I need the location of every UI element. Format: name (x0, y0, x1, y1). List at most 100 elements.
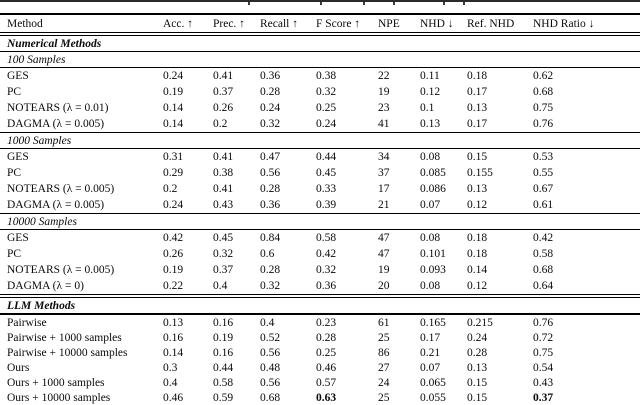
value-cell-ref-nhd: 0.15 (467, 376, 488, 389)
table-row-pc: PC 0.29 0.38 0.56 0.45 37 0.085 0.155 0.55 (0, 165, 640, 181)
value-cell-acc: 0.24 (163, 70, 184, 82)
value-cell-npe: 21 (378, 199, 390, 211)
value-cell-nhd-ratio: 0.76 (533, 316, 554, 329)
value-cell-ref-nhd: 0.17 (467, 86, 488, 98)
method-cell: NOTEARS (λ = 0.005) (7, 264, 115, 276)
value-cell-npe: 25 (378, 391, 390, 404)
value-cell-f-score: 0.33 (316, 183, 337, 195)
value-cell-nhd-ratio: 0.53 (533, 151, 554, 163)
value-cell-prec: 0.4 (213, 280, 228, 292)
value-cell-nhd: 0.085 (420, 167, 446, 179)
col-header-recall: Recall ↑ (260, 17, 298, 30)
value-cell-nhd: 0.055 (420, 391, 446, 404)
section-row-llm-methods: LLM Methods (0, 296, 640, 314)
col-header-f-score: F Score ↑ (316, 17, 361, 30)
value-cell-recall: 0.48 (260, 361, 281, 374)
value-cell-npe: 61 (378, 316, 390, 329)
col-header-ref-nhd: Ref. NHD (467, 17, 515, 30)
table-row-ours-1000-samples: Ours + 1000 samples 0.4 0.58 0.56 0.57 24 0.06… (0, 375, 640, 390)
value-cell-npe: 37 (378, 167, 390, 179)
value-cell-prec: 0.26 (213, 102, 234, 114)
subsection-row-100-samples: 100 Samples (0, 51, 640, 68)
value-cell-npe: 17 (378, 183, 390, 195)
value-cell-acc: 0.42 (163, 232, 184, 244)
table-row-dagma-0-005: DAGMA (λ = 0.005) 0.24 0.43 0.36 0.39 21 0.07 0… (0, 197, 640, 214)
table-row-pc: PC 0.19 0.37 0.28 0.32 19 0.12 0.17 0.68 (0, 84, 640, 100)
methods-comparison-table: Method Acc. ↑ Prec. ↑ Recall ↑ F Score ↑ NPE N… (0, 13, 640, 405)
value-cell-nhd: 0.08 (420, 232, 441, 244)
value-cell-nhd: 0.07 (420, 199, 441, 211)
value-cell-ref-nhd: 0.18 (467, 248, 488, 260)
value-cell-ref-nhd: 0.15 (467, 151, 488, 163)
value-cell-prec: 0.38 (213, 167, 234, 179)
value-cell-f-score: 0.44 (316, 151, 337, 163)
col-header-prec: Prec. ↑ (213, 17, 245, 30)
method-cell: PC (7, 167, 22, 179)
table-row-notears-0-005: NOTEARS (λ = 0.005) 0.2 0.41 0.28 0.33 17 0.08… (0, 181, 640, 197)
value-cell-nhd: 0.086 (420, 183, 446, 195)
value-cell-nhd: 0.07 (420, 361, 441, 374)
value-cell-ref-nhd: 0.155 (467, 167, 493, 179)
value-cell-recall: 0.47 (260, 151, 281, 163)
table-row-dagma-0-005: DAGMA (λ = 0.005) 0.14 0.2 0.32 0.24 41 0.13 0.… (0, 116, 640, 133)
value-cell-acc: 0.13 (163, 316, 184, 329)
clipped-caption-line (0, 0, 640, 2)
value-cell-f-score: 0.57 (316, 376, 337, 389)
value-cell-f-score: 0.36 (316, 280, 337, 292)
value-cell-acc: 0.14 (163, 102, 184, 114)
value-cell-acc: 0.24 (163, 199, 184, 211)
table-row-notears-0-01: NOTEARS (λ = 0.01) 0.14 0.26 0.24 0.25 23 0.1 0… (0, 100, 640, 116)
value-cell-ref-nhd: 0.15 (467, 391, 488, 404)
value-cell-prec: 0.19 (213, 331, 234, 344)
value-cell-f-score: 0.58 (316, 232, 337, 244)
value-cell-f-score: 0.39 (316, 199, 337, 211)
method-cell: Pairwise + 1000 samples (7, 331, 122, 344)
value-cell-nhd: 0.12 (420, 86, 441, 98)
method-cell: NOTEARS (λ = 0.005) (7, 183, 115, 195)
value-cell-recall: 0.84 (260, 232, 281, 244)
value-cell-ref-nhd: 0.24 (467, 331, 488, 344)
table-row-pairwise: Pairwise 0.13 0.16 0.4 0.23 61 0.165 0.215 0.76 (0, 314, 640, 330)
value-cell-nhd-ratio: 0.75 (533, 346, 554, 359)
value-cell-acc: 0.31 (163, 151, 184, 163)
method-cell: Ours (7, 361, 30, 374)
value-cell-nhd-ratio: 0.55 (533, 167, 554, 179)
value-cell-nhd: 0.08 (420, 151, 441, 163)
value-cell-acc: 0.22 (163, 280, 184, 292)
subsection-label: 1000 Samples (7, 134, 72, 147)
col-header-npe: NPE (378, 17, 400, 30)
value-cell-recall: 0.24 (260, 102, 281, 114)
value-cell-prec: 0.16 (213, 346, 234, 359)
value-cell-recall: 0.68 (260, 391, 281, 404)
value-cell-prec: 0.16 (213, 316, 234, 329)
value-cell-nhd: 0.21 (420, 346, 441, 359)
value-cell-f-score: 0.32 (316, 264, 337, 276)
table-header-row: Method Acc. ↑ Prec. ↑ Recall ↑ F Score ↑ NPE N… (0, 14, 640, 34)
value-cell-f-score: 0.23 (316, 316, 337, 329)
value-cell-npe: 22 (378, 70, 390, 82)
method-cell: GES (7, 151, 29, 163)
value-cell-recall: 0.32 (260, 280, 281, 292)
section-row-numerical-methods: Numerical Methods (0, 34, 640, 52)
method-cell: NOTEARS (λ = 0.01) (7, 102, 109, 114)
value-cell-ref-nhd: 0.12 (467, 199, 488, 211)
value-cell-recall: 0.28 (260, 86, 281, 98)
value-cell-nhd-ratio: 0.72 (533, 331, 554, 344)
value-cell-npe: 41 (378, 118, 390, 130)
value-cell-npe: 23 (378, 102, 390, 114)
value-cell-recall: 0.56 (260, 167, 281, 179)
subsection-row-10000-samples: 10000 Samples (0, 213, 640, 230)
clipped-caption-text-descenders (248, 2, 250, 5)
col-header-method: Method (7, 17, 43, 30)
method-cell: GES (7, 70, 29, 82)
value-cell-recall: 0.4 (260, 316, 275, 329)
value-cell-prec: 0.41 (213, 151, 234, 163)
col-header-nhd: NHD ↓ (420, 17, 454, 30)
method-cell: Ours + 10000 samples (7, 391, 111, 404)
method-cell: DAGMA (λ = 0) (7, 280, 84, 292)
value-cell-recall: 0.32 (260, 118, 281, 130)
value-cell-prec: 0.45 (213, 232, 234, 244)
value-cell-npe: 24 (378, 376, 390, 389)
value-cell-f-score: 0.63 (316, 391, 337, 404)
